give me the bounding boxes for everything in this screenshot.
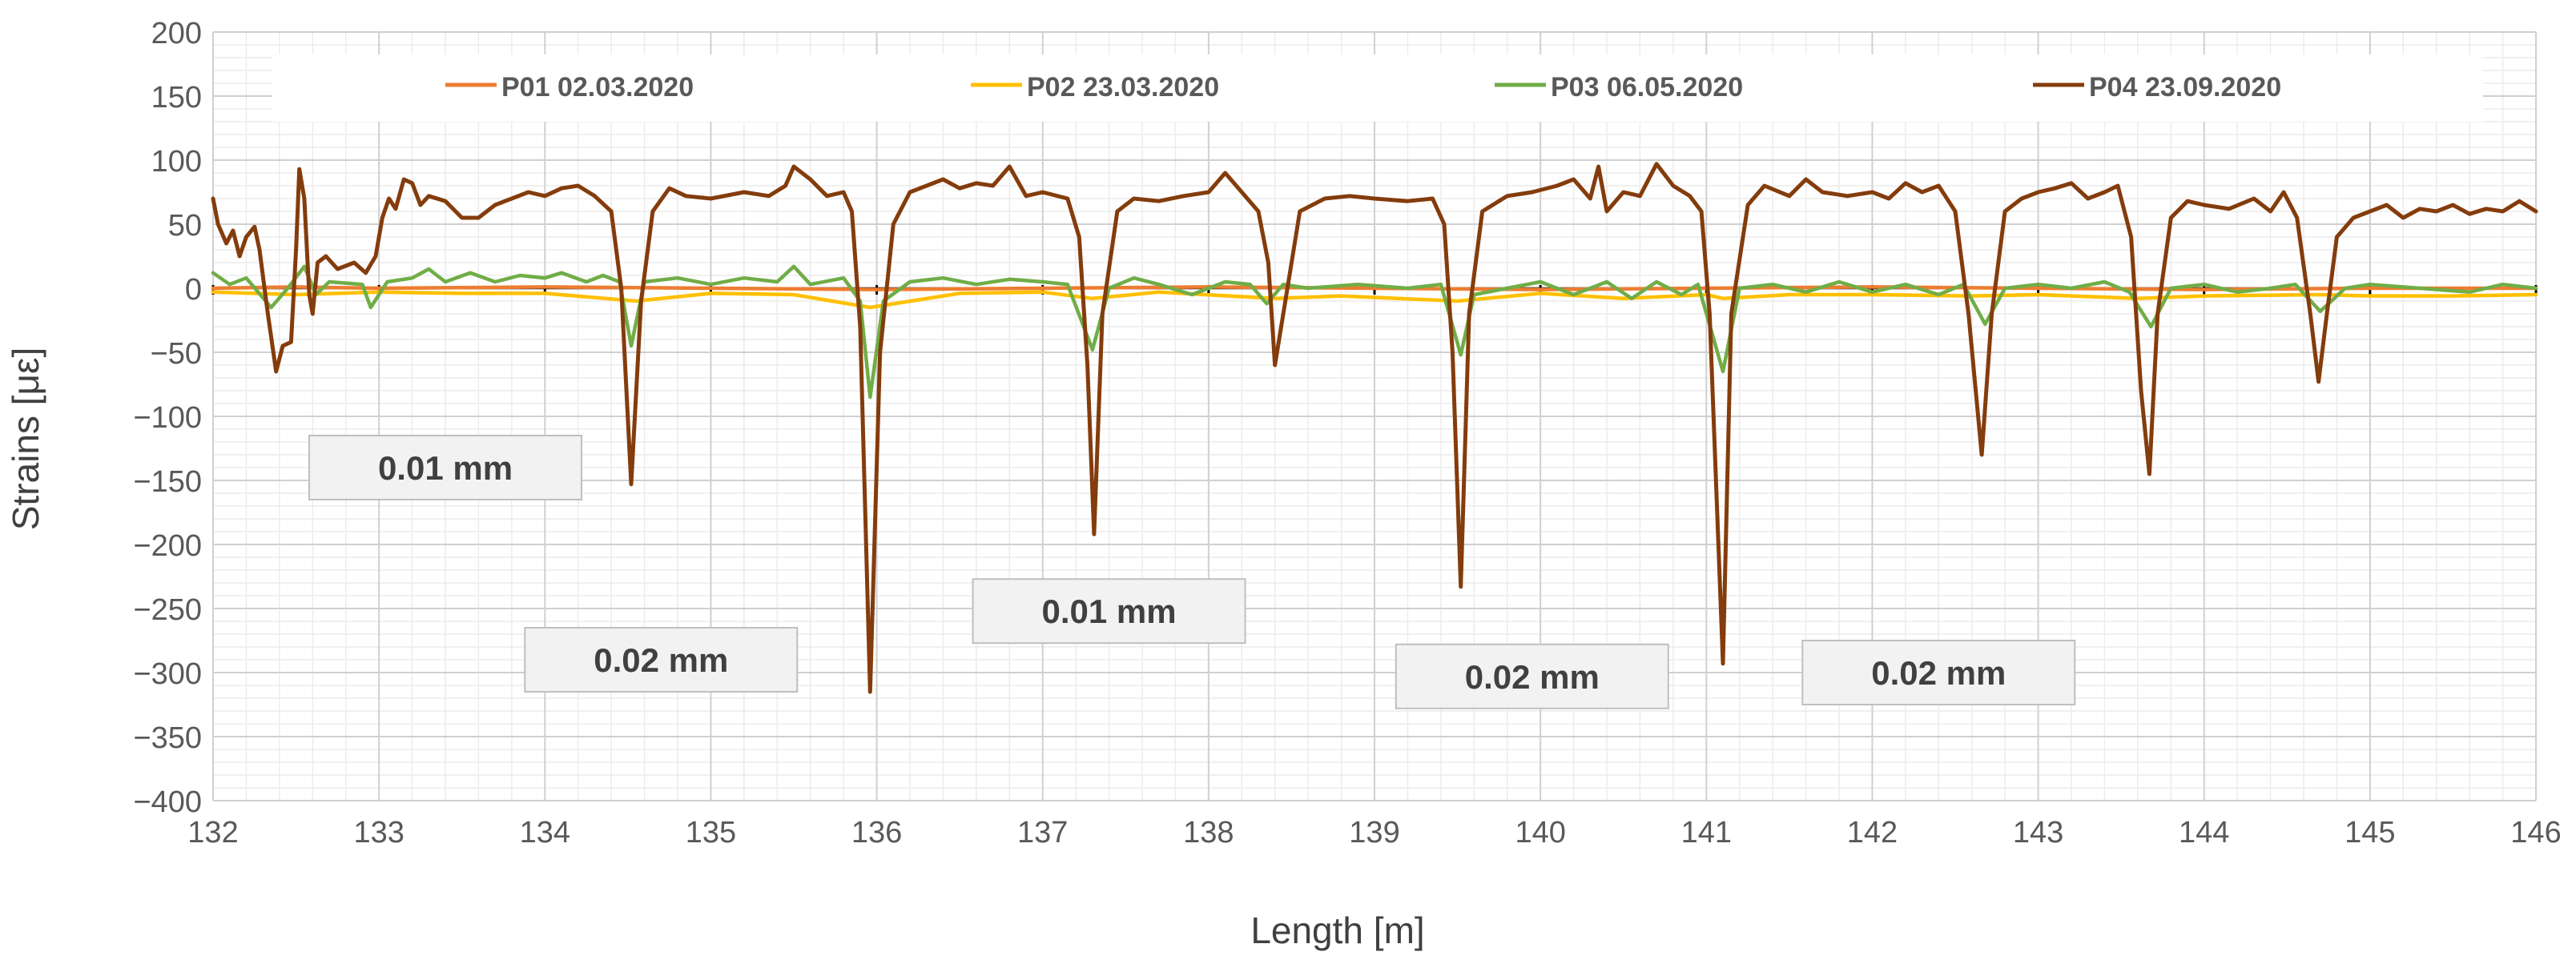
- grid: [212, 31, 2537, 801]
- y-tick-label: −100: [133, 401, 202, 435]
- x-tick-label: 140: [1515, 816, 1565, 850]
- x-tick-label: 143: [2013, 816, 2063, 850]
- x-tick-label: 145: [2345, 816, 2395, 850]
- annotation-label-5: 0.02 mm: [1871, 654, 2006, 692]
- legend-label-2: P02 23.03.2020: [1027, 72, 1219, 102]
- annotation-box-5: [1801, 640, 2076, 705]
- series-lines: [211, 162, 2538, 694]
- y-tick-label: −50: [151, 337, 202, 371]
- x-axis-title: Length [m]: [1250, 910, 1424, 951]
- y-tick-label: 150: [151, 81, 202, 114]
- x-tick-label: 139: [1349, 816, 1399, 850]
- annotation-label-2: 0.02 mm: [594, 641, 728, 679]
- x-tick-label: 135: [686, 816, 736, 850]
- legend-box: [272, 54, 2483, 122]
- annotation-label-4: 0.02 mm: [1465, 658, 1600, 696]
- legend-label-3: P03 06.05.2020: [1551, 72, 1743, 102]
- legend-label-4: P04 23.09.2020: [2089, 72, 2281, 102]
- annotation-box-3: [972, 578, 1246, 645]
- annotation-box-2: [524, 627, 799, 693]
- y-tick-label: −200: [133, 529, 202, 563]
- y-tick-label: 0: [185, 273, 202, 307]
- annotation-box-1: [308, 435, 582, 500]
- y-tick-label: −300: [133, 657, 202, 691]
- y-tick-label: −150: [133, 465, 202, 499]
- x-tick-label: 133: [353, 816, 404, 850]
- x-tick-label: 141: [1681, 816, 1732, 850]
- series-line-4: [211, 162, 2538, 694]
- annotation-box-4: [1395, 643, 1669, 709]
- x-tick-label: 134: [520, 816, 570, 850]
- annotation-label-3: 0.01 mm: [1042, 592, 1177, 630]
- x-tick-label: 137: [1017, 816, 1068, 850]
- y-tick-label: 100: [151, 145, 202, 179]
- legend-label-1: P01 02.03.2020: [501, 72, 694, 102]
- x-tick-label: 144: [2179, 816, 2229, 850]
- legend: P01 02.03.2020 P02 23.03.2020 P03 06.05.20…: [272, 54, 2483, 122]
- series-line-3: [211, 264, 2538, 400]
- x-tick-label: 146: [2510, 816, 2561, 850]
- y-tick-label: 200: [151, 17, 202, 50]
- x-tick-label: 132: [187, 816, 238, 850]
- y-axis-title: Strains [με]: [5, 347, 46, 531]
- y-tick-label: −400: [133, 785, 202, 819]
- y-tick-label: −250: [133, 593, 202, 627]
- y-tick-label: −350: [133, 721, 202, 755]
- annotations: 0.01 mm 0.02 mm 0.01 mm 0.02 mm 0.02 mm: [308, 435, 2076, 709]
- y-tick-label: 50: [168, 209, 202, 243]
- x-tick-label: 142: [1847, 816, 1898, 850]
- x-tick-label: 138: [1183, 816, 1234, 850]
- annotation-label-1: 0.01 mm: [378, 449, 513, 487]
- x-tick-label: 136: [851, 816, 902, 850]
